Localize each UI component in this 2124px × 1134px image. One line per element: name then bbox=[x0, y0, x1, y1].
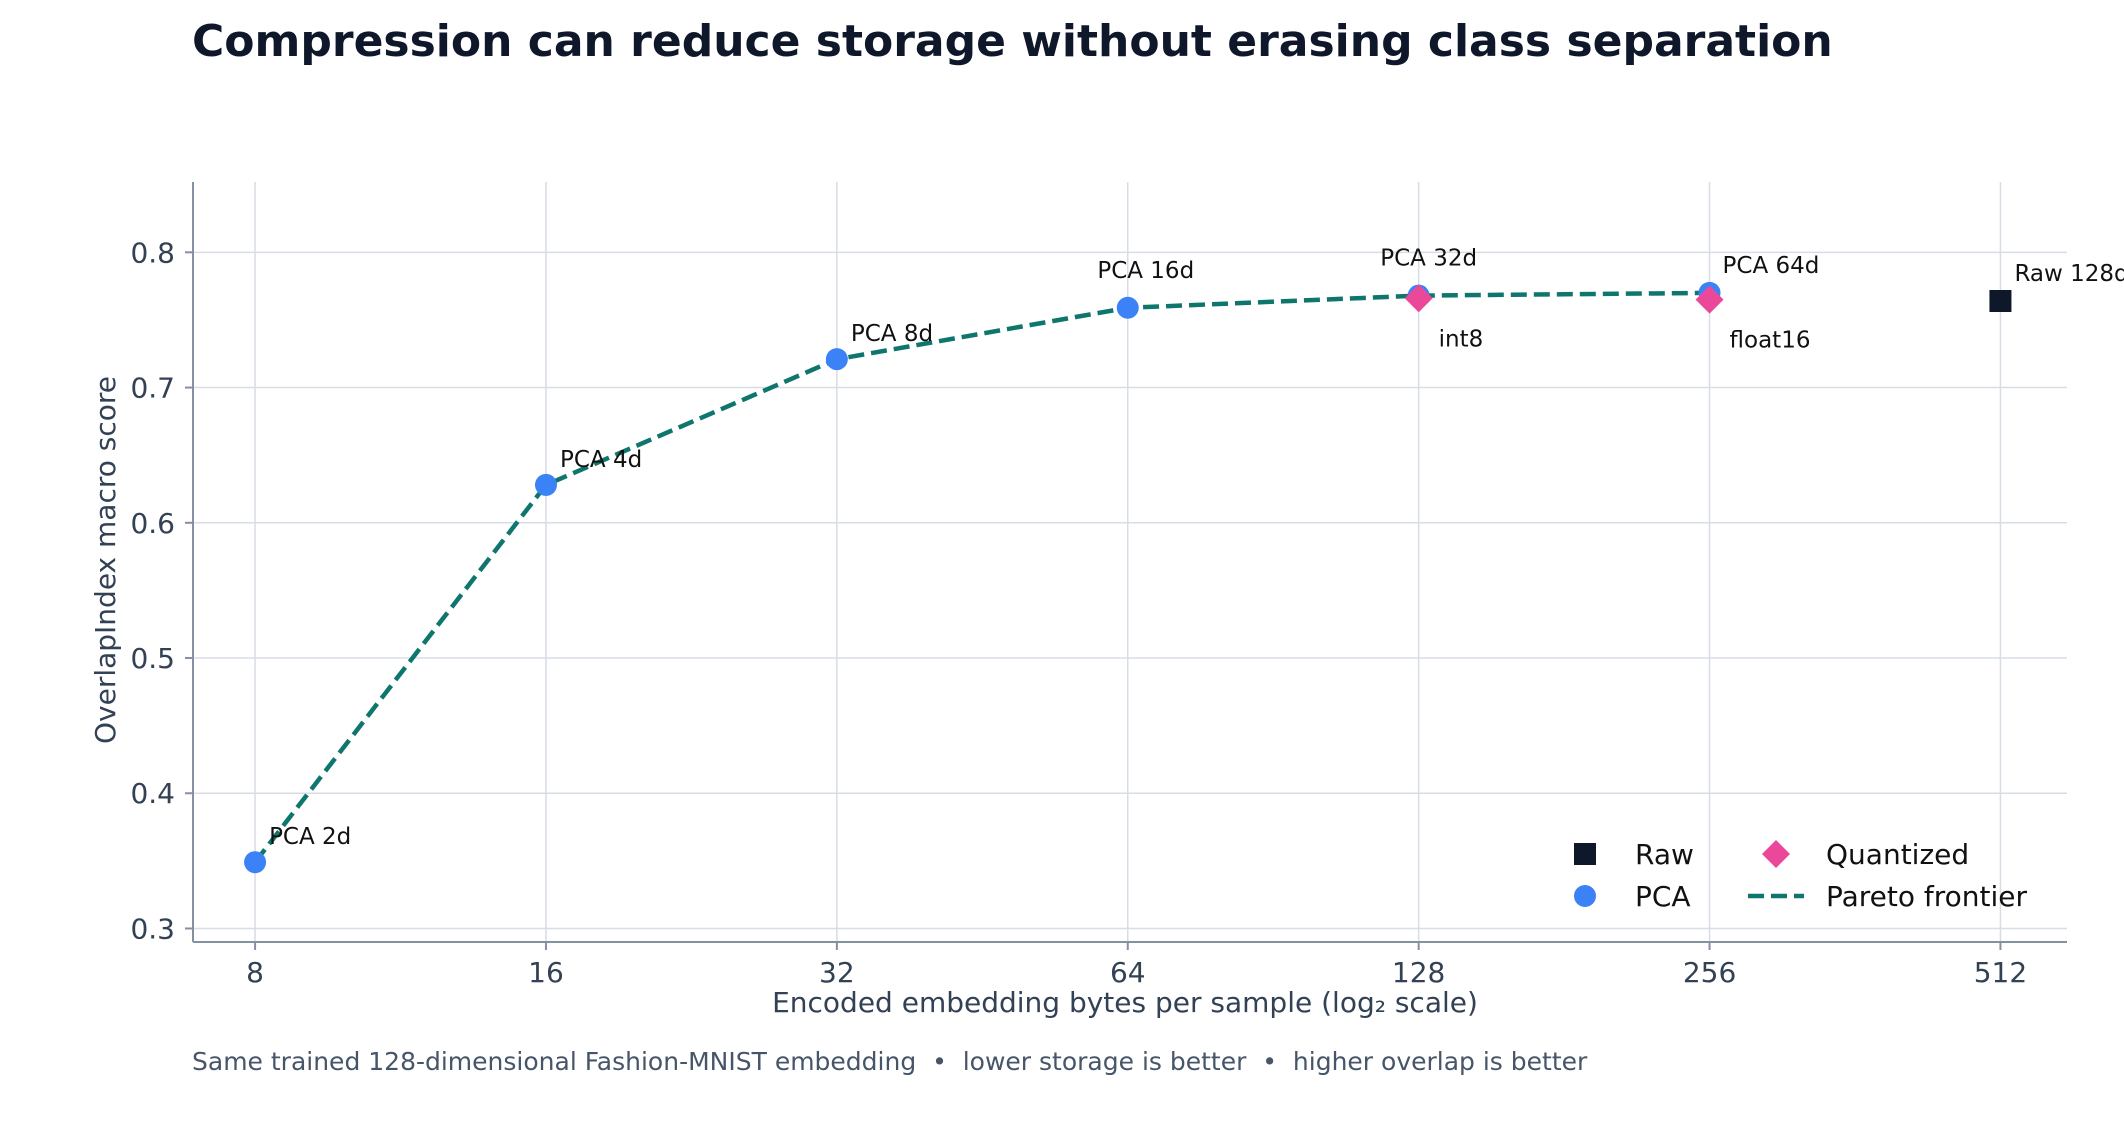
pca-point-marker bbox=[534, 473, 557, 496]
point-label: PCA 4d bbox=[560, 447, 642, 473]
x-tick-label: 64 bbox=[1110, 956, 1146, 989]
point-label: PCA 2d bbox=[269, 824, 351, 850]
x-tick-label: 128 bbox=[1392, 956, 1445, 989]
pareto-frontier-path bbox=[253, 290, 1710, 864]
x-axis-label: Encoded embedding bytes per sample (log₂… bbox=[772, 986, 1478, 1019]
point-label: PCA 16d bbox=[1097, 258, 1194, 284]
y-tick-label: 0.3 bbox=[130, 912, 175, 945]
legend-pca-swatch bbox=[1574, 885, 1596, 907]
quantized-point-marker bbox=[1695, 285, 1724, 314]
x-tick-label: 8 bbox=[246, 956, 264, 989]
y-tick-label: 0.6 bbox=[130, 507, 175, 540]
legend-quantized-swatch bbox=[1762, 840, 1790, 868]
x-tick-labels: 8 16 32 64 128 256 512 bbox=[246, 942, 2027, 989]
legend-raw-swatch bbox=[1574, 843, 1596, 865]
quantized-point-marker bbox=[1404, 284, 1433, 313]
y-tick-labels: 0.3 0.4 0.5 0.6 0.7 0.8 bbox=[130, 236, 193, 945]
y-tick-label: 0.8 bbox=[130, 236, 175, 269]
point-labels: Raw 128d PCA 2d PCA 4d PCA 8d PCA 16d PCA 32d… bbox=[269, 246, 2124, 851]
legend-label: Quantized bbox=[1826, 838, 1969, 871]
chart-title: Compression can reduce storage without e… bbox=[192, 16, 1833, 67]
legend-label: Pareto frontier bbox=[1826, 880, 2028, 913]
pca-point-marker bbox=[1116, 296, 1139, 319]
legend-label: Raw bbox=[1635, 838, 1694, 871]
axes bbox=[192, 182, 2067, 943]
y-tick-label: 0.7 bbox=[130, 372, 175, 405]
y-tick-label: 0.5 bbox=[130, 642, 175, 675]
pca-point-marker bbox=[244, 851, 267, 874]
x-tick-label: 32 bbox=[819, 956, 855, 989]
y-tick-label: 0.4 bbox=[130, 777, 175, 810]
point-label: Raw 128d bbox=[2014, 261, 2124, 287]
point-label: PCA 64d bbox=[1723, 253, 1820, 279]
pca-point-marker bbox=[825, 348, 848, 371]
point-label: int8 bbox=[1439, 326, 1484, 352]
raw-point-marker bbox=[1989, 290, 2012, 313]
data-markers bbox=[244, 281, 2012, 874]
grid bbox=[193, 182, 2067, 942]
point-label: PCA 32d bbox=[1380, 246, 1477, 272]
x-tick-label: 256 bbox=[1683, 956, 1736, 989]
chart-caption: Same trained 128-dimensional Fashion-MNI… bbox=[192, 1047, 1588, 1076]
x-tick-label: 16 bbox=[528, 956, 564, 989]
point-label: PCA 8d bbox=[851, 321, 933, 347]
legend: Raw PCA Quantized Pareto frontier bbox=[1574, 838, 2028, 913]
x-tick-label: 512 bbox=[1974, 956, 2027, 989]
y-axis-label: OverlapIndex macro score bbox=[89, 376, 122, 744]
pareto-frontier-line bbox=[253, 290, 1710, 864]
point-label: float16 bbox=[1730, 328, 1811, 354]
legend-label: PCA bbox=[1635, 880, 1691, 913]
